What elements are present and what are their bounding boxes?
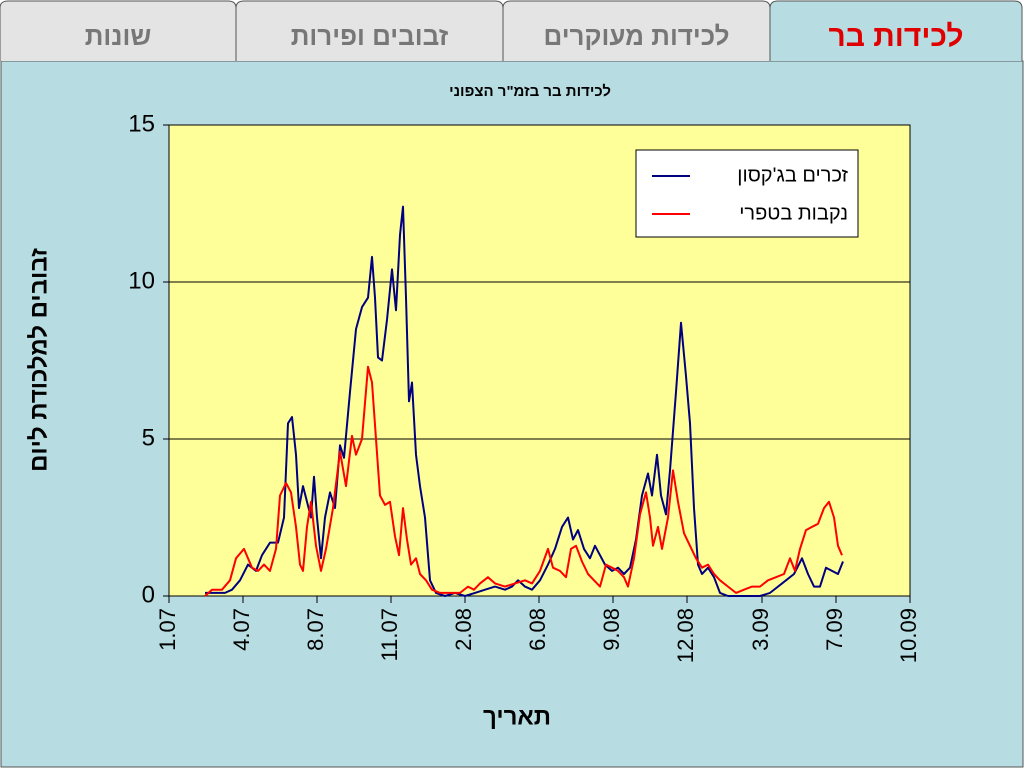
x-tick-label: 6.08 <box>525 608 550 651</box>
tab[interactable] <box>769 0 1023 61</box>
legend-label: זכרים בג'קסון <box>737 164 848 186</box>
x-tick-label: 2.08 <box>451 608 476 651</box>
x-tick-label: 4.07 <box>229 608 254 651</box>
tab-label[interactable]: לכידות מעוקרים <box>543 21 729 51</box>
legend-label: נקבות בטפרי <box>739 202 848 224</box>
y-tick-label: 15 <box>128 110 155 137</box>
legend-entries: זכרים בג'קסון נקבות בטפרי <box>652 164 849 224</box>
x-tick-label: 1.07 <box>155 608 180 651</box>
x-tick-label: 11.07 <box>377 608 402 661</box>
tab-bar: לכידות בר לכידות מעוקרים זבובים ופירות שונו… <box>0 0 1023 61</box>
tab-label[interactable]: זבובים ופירות <box>291 21 449 51</box>
y-tick-label: 5 <box>142 424 155 451</box>
series-line <box>205 205 844 597</box>
y-tick-label: 0 <box>142 581 155 608</box>
plot: 0 5 10 15 1.07 4.07 8.07 11.07 2.08 6.08 9.08 12.08… <box>128 110 921 663</box>
x-tick-label: 12.08 <box>673 608 698 663</box>
x-tick-label: 9.08 <box>599 608 624 651</box>
tab[interactable] <box>502 0 771 61</box>
x-tick-label: 7.09 <box>822 608 847 651</box>
x-tick-label: 8.07 <box>303 608 328 651</box>
x-tick-label: 3.09 <box>748 608 773 651</box>
x-tick-label: 10.09 <box>896 608 921 663</box>
legend <box>635 149 859 238</box>
chart-title: לכידות בר בזמ"ר הצפוני <box>449 83 611 100</box>
tab[interactable] <box>0 0 237 61</box>
x-axis-label: תאריך <box>483 703 551 730</box>
tab[interactable] <box>235 0 504 61</box>
tab-label[interactable]: שונות <box>85 21 152 51</box>
series-line <box>204 365 843 597</box>
y-axis-label: זבובים למלכודת ליום <box>25 248 52 472</box>
y-tick-label: 10 <box>128 267 155 294</box>
tab-label[interactable]: לכידות בר <box>828 20 963 53</box>
